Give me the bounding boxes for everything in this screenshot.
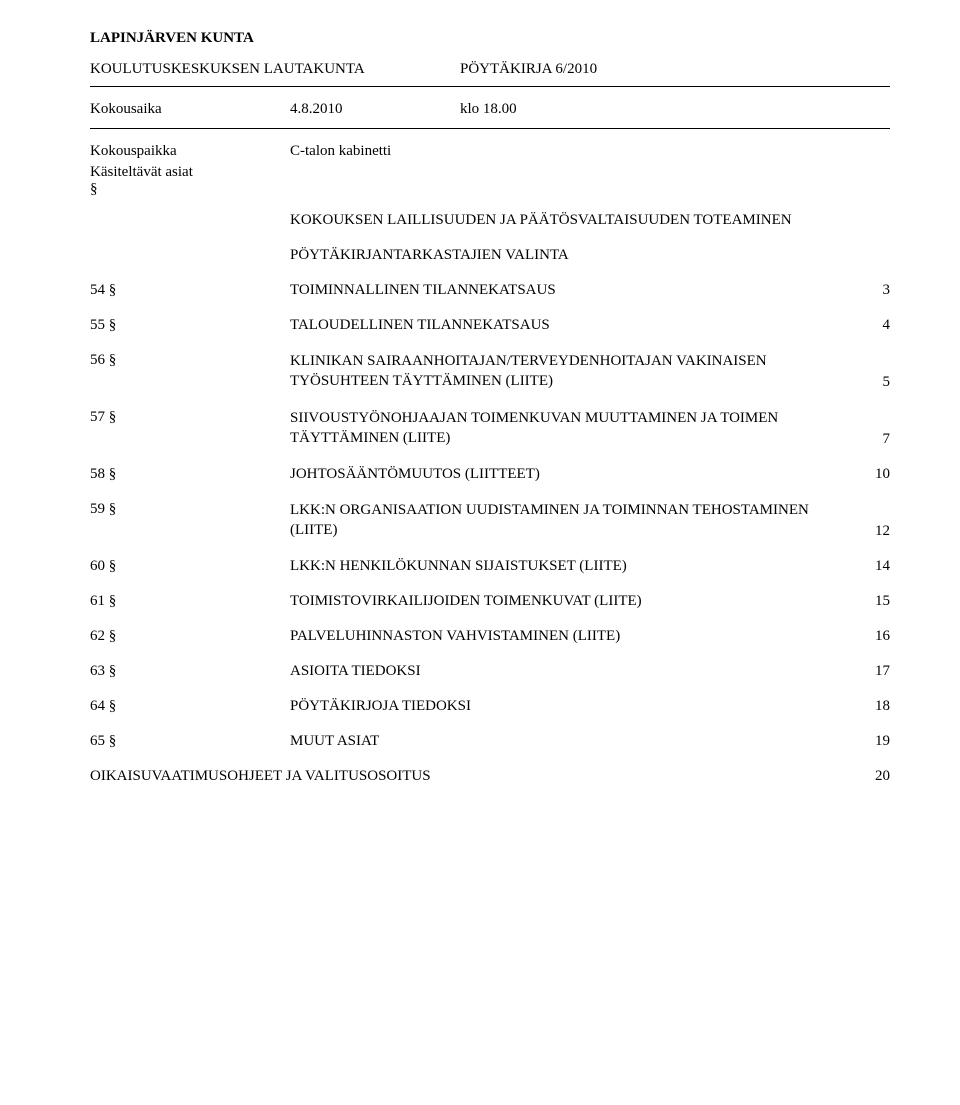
doc-type: PÖYTÄKIRJA 6/2010 xyxy=(460,61,597,78)
toc-row: 57 § SIIVOUSTYÖNOHJAAJAN TOIMENKUVAN MUU… xyxy=(90,409,890,448)
toc-page: 17 xyxy=(860,663,890,680)
toc-num: 58 § xyxy=(90,466,148,483)
toc-num: 60 § xyxy=(90,558,148,575)
toc-title: PÖYTÄKIRJOJA TIEDOKSI xyxy=(148,698,860,715)
section-mark: § xyxy=(90,181,890,198)
toc-page: 19 xyxy=(860,733,890,750)
toc-num: 56 § xyxy=(90,352,148,369)
toc-title: LKK:N HENKILÖKUNNAN SIJAISTUKSET (LIITE) xyxy=(148,558,860,575)
toc-title: KLINIKAN SAIRAANHOITAJAN/TERVEYDENHOITAJ… xyxy=(148,352,860,391)
toc-title: MUUT ASIAT xyxy=(148,733,860,750)
meeting-time-label: Kokousaika xyxy=(90,101,290,118)
toc-num: 54 § xyxy=(90,282,148,299)
toc-num: 62 § xyxy=(90,628,148,645)
toc-page: 18 xyxy=(860,698,890,715)
toc-title: PALVELUHINNASTON VAHVISTAMINEN (LIITE) xyxy=(148,628,860,645)
meeting-place-value: C-talon kabinetti xyxy=(290,143,391,160)
org-name: LAPINJÄRVEN KUNTA xyxy=(90,30,890,47)
agenda-label: Käsiteltävät asiat xyxy=(90,164,890,181)
toc-row: 59 § LKK:N ORGANISAATION UUDISTAMINEN JA… xyxy=(90,501,890,540)
toc-title: LKK:N ORGANISAATION UUDISTAMINEN JA TOIM… xyxy=(148,501,860,540)
toc-title: ASIOITA TIEDOKSI xyxy=(148,663,860,680)
toc-row: 60 § LKK:N HENKILÖKUNNAN SIJAISTUKSET (L… xyxy=(90,558,890,575)
meeting-place-label: Kokouspaikka xyxy=(90,143,290,160)
toc-title: TOIMINNALLINEN TILANNEKATSAUS xyxy=(148,282,860,299)
toc-page: 4 xyxy=(860,317,890,334)
appeal-instructions-title: OIKAISUVAATIMUSOHJEET JA VALITUSOSOITUS xyxy=(90,768,860,785)
toc-title: TALOUDELLINEN TILANNEKATSAUS xyxy=(148,317,860,334)
meeting-place-row: Kokouspaikka C-talon kabinetti xyxy=(90,143,890,160)
doc-header-row: KOULUTUSKESKUKSEN LAUTAKUNTA PÖYTÄKIRJA … xyxy=(90,61,890,78)
toc-title: SIIVOUSTYÖNOHJAAJAN TOIMENKUVAN MUUTTAMI… xyxy=(148,409,860,448)
toc-row: 54 § TOIMINNALLINEN TILANNEKATSAUS 3 xyxy=(90,282,890,299)
toc-row: 58 § JOHTOSÄÄNTÖMUUTOS (LIITTEET) 10 xyxy=(90,466,890,483)
toc-row: 63 § ASIOITA TIEDOKSI 17 xyxy=(90,663,890,680)
toc-page: 5 xyxy=(860,374,890,391)
heading-recorders: PÖYTÄKIRJANTARKASTAJIEN VALINTA xyxy=(290,247,890,264)
toc-page: 12 xyxy=(860,523,890,540)
toc-num: 59 § xyxy=(90,501,148,518)
toc-num: 64 § xyxy=(90,698,148,715)
toc-page: 7 xyxy=(860,431,890,448)
toc-row: 65 § MUUT ASIAT 19 xyxy=(90,733,890,750)
toc-page: 3 xyxy=(860,282,890,299)
toc-num: 61 § xyxy=(90,593,148,610)
toc-page: 15 xyxy=(860,593,890,610)
toc-row: 61 § TOIMISTOVIRKAILIJOIDEN TOIMENKUVAT … xyxy=(90,593,890,610)
final-row: OIKAISUVAATIMUSOHJEET JA VALITUSOSOITUS … xyxy=(90,768,890,785)
toc-num: 57 § xyxy=(90,409,148,426)
toc-row: 62 § PALVELUHINNASTON VAHVISTAMINEN (LII… xyxy=(90,628,890,645)
toc-page: 14 xyxy=(860,558,890,575)
appeal-instructions-page: 20 xyxy=(860,768,890,785)
toc-num: 65 § xyxy=(90,733,148,750)
meeting-time-row: Kokousaika 4.8.2010 klo 18.00 xyxy=(90,101,890,118)
toc-title: TOIMISTOVIRKAILIJOIDEN TOIMENKUVAT (LIIT… xyxy=(148,593,860,610)
divider-top xyxy=(90,86,890,87)
toc-page: 16 xyxy=(860,628,890,645)
heading-legality: KOKOUKSEN LAILLISUUDEN JA PÄÄTÖSVALTAISU… xyxy=(290,212,890,229)
meeting-date: 4.8.2010 xyxy=(290,101,460,118)
meeting-clock: klo 18.00 xyxy=(460,101,517,118)
divider-mid xyxy=(90,128,890,129)
toc-num: 63 § xyxy=(90,663,148,680)
toc-row: 64 § PÖYTÄKIRJOJA TIEDOKSI 18 xyxy=(90,698,890,715)
toc-num: 55 § xyxy=(90,317,148,334)
committee-name: KOULUTUSKESKUKSEN LAUTAKUNTA xyxy=(90,61,460,78)
toc-page: 10 xyxy=(860,466,890,483)
toc-row: 56 § KLINIKAN SAIRAANHOITAJAN/TERVEYDENH… xyxy=(90,352,890,391)
toc-row: 55 § TALOUDELLINEN TILANNEKATSAUS 4 xyxy=(90,317,890,334)
toc-title: JOHTOSÄÄNTÖMUUTOS (LIITTEET) xyxy=(148,466,860,483)
